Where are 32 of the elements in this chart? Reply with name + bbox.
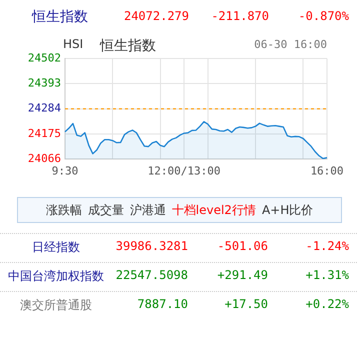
chart-subtitle: HSI (63, 37, 84, 51)
text: -211.870 (211, 9, 269, 23)
y-tick-label: 24393 (28, 76, 61, 90)
y-tick-label: 24284 (28, 102, 62, 115)
text: 恒生指数 (100, 37, 156, 55)
text: 涨跌幅 (46, 202, 82, 218)
text: 成交量 (88, 202, 124, 218)
chart-title: 恒生指数 (32, 8, 88, 26)
y-tick-label: 24502 (28, 51, 61, 64)
text: 39986.3281 (116, 239, 188, 253)
x-tick-label: 12:00/13:00 (148, 164, 221, 178)
text: A+H比价 (262, 202, 314, 218)
text: +0.22% (306, 297, 349, 311)
text: +17.50 (224, 297, 268, 311)
text: 22547.5098 (116, 268, 188, 282)
text: 日经指数 (31, 239, 81, 256)
text: 澳交所普通股 (19, 297, 93, 314)
text: +291.49 (217, 268, 268, 282)
text: -1.24% (306, 239, 349, 253)
text: 06-30 16:00 (254, 38, 327, 51)
text: 十档level2行情 (172, 202, 256, 218)
text: 中国台湾加权指数 (7, 268, 105, 285)
text: -501.06 (217, 239, 268, 253)
text: +1.31% (306, 268, 349, 282)
y-tick-label: 24066 (28, 152, 61, 165)
text: -0.870% (298, 9, 349, 23)
x-tick-label: 9:30 (52, 164, 78, 178)
y-tick-label: 24175 (28, 126, 61, 140)
text: 沪港通 (130, 202, 166, 218)
text: 7887.10 (137, 297, 188, 311)
x-tick-label: 16:00 (310, 164, 344, 178)
text: 24072.279 (124, 9, 189, 23)
